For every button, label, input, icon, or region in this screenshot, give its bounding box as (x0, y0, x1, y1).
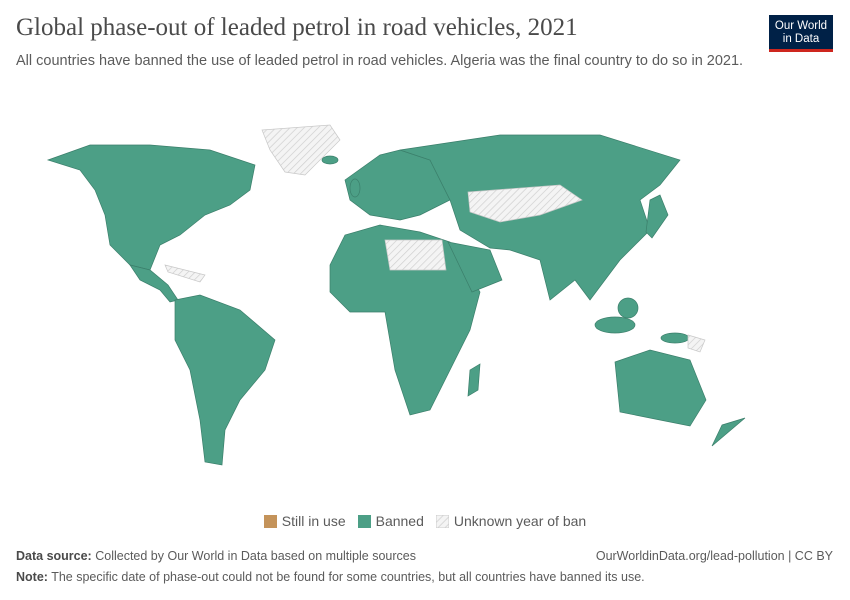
source-text[interactable]: Collected by Our World in Data based on … (95, 549, 416, 563)
page-title: Global phase-out of leaded petrol in roa… (16, 14, 578, 41)
legend-item-unknown[interactable]: Unknown year of ban (435, 513, 587, 529)
note: Note: The specific date of phase-out cou… (16, 570, 645, 584)
legend-item-still-in-use[interactable]: Still in use (263, 513, 346, 529)
owid-logo[interactable]: Our World in Data (769, 15, 833, 52)
region-uk[interactable] (349, 178, 361, 198)
region-arabia[interactable] (447, 241, 503, 293)
region-australia[interactable] (614, 349, 707, 427)
region-greenland[interactable] (261, 124, 341, 176)
legend-item-banned[interactable]: Banned (357, 513, 424, 529)
region-south-america[interactable] (174, 294, 276, 466)
region-japan[interactable] (645, 194, 669, 239)
region-europe[interactable] (344, 149, 451, 221)
data-source: Data source: Collected by Our World in D… (16, 549, 416, 563)
note-text: The specific date of phase-out could not… (51, 570, 645, 584)
region-libya-egypt[interactable] (384, 239, 447, 271)
page-subtitle: All countries have banned the use of lea… (16, 53, 744, 69)
swatch-banned (357, 514, 371, 528)
region-north-america[interactable] (46, 144, 256, 271)
region-borneo[interactable] (617, 297, 639, 319)
region-central-america[interactable] (129, 264, 179, 303)
region-caribbean[interactable] (164, 264, 206, 283)
region-new-zealand[interactable] (711, 417, 746, 447)
region-new-guinea[interactable] (660, 332, 690, 344)
region-africa[interactable] (329, 224, 481, 416)
region-asia[interactable] (399, 134, 681, 301)
legend-label: Unknown year of ban (453, 513, 587, 529)
legend-label: Banned (375, 513, 424, 529)
region-central-asia[interactable] (467, 184, 583, 223)
region-madagascar[interactable] (467, 363, 481, 397)
source-label: Data source: (16, 549, 92, 563)
legend: Still in use Banned Unknown year of ban (0, 513, 850, 529)
region-papua[interactable] (687, 334, 706, 353)
legend-label: Still in use (281, 513, 346, 529)
region-iceland[interactable] (321, 155, 339, 165)
region-indonesia[interactable] (594, 316, 636, 334)
swatch-unknown (435, 514, 449, 528)
credit-link[interactable]: OurWorldinData.org/lead-pollution | CC B… (595, 549, 833, 563)
swatch-still-in-use (263, 514, 277, 528)
world-map[interactable] (0, 100, 850, 500)
note-label: Note: (16, 570, 48, 584)
